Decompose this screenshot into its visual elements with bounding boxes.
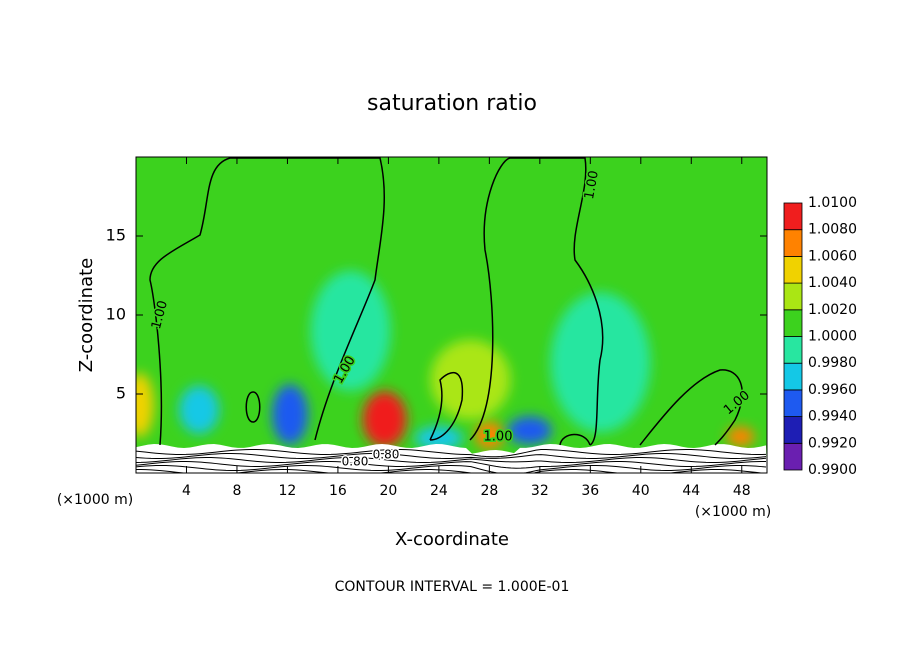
y-axis-label: Z-coordinate: [76, 258, 97, 373]
x-tick-label: 12: [279, 483, 297, 499]
x-tick-label: 24: [430, 483, 448, 499]
x-tick-label: 28: [480, 483, 498, 499]
colorbar-label: 0.9900: [808, 462, 857, 478]
contour-line: [559, 433, 591, 446]
terrain-line: [136, 456, 767, 463]
footnote: CONTOUR INTERVAL = 1.000E-01: [335, 579, 570, 595]
colorbar-swatch: [783, 309, 803, 337]
contour-label: 1.00: [484, 430, 513, 445]
colorbar-label: 1.0020: [808, 302, 857, 318]
x-tick-label: 16: [329, 483, 347, 499]
terrain-line: [136, 464, 767, 473]
x-tick-label: 8: [232, 483, 241, 499]
field-background: [136, 157, 767, 473]
colorbar-label: 0.9980: [808, 355, 857, 371]
x-tick-label: 32: [531, 483, 549, 499]
field-anomaly: [726, 426, 755, 447]
plot-area: 1.001.001.001.001.000.80 0.80: [136, 157, 767, 473]
y-tick-label: 15: [106, 226, 126, 245]
contour-line: [149, 157, 386, 446]
x-tick-label: 36: [581, 483, 599, 499]
colorbar-label: 1.0100: [808, 195, 857, 211]
x-tick-label: 4: [182, 483, 191, 499]
contour-line: [469, 157, 604, 446]
y-unit: (×1000 m): [57, 492, 133, 508]
colorbar-swatch: [783, 282, 803, 311]
contour-line: [429, 371, 464, 441]
field-anomaly: [271, 384, 308, 445]
field-anomaly: [507, 416, 552, 445]
terrain-line: [136, 448, 767, 458]
colorbar-swatch: [783, 255, 803, 284]
x-unit: (×1000 m): [695, 504, 771, 520]
contour-line: [639, 369, 743, 446]
contour-label: 0.80: [342, 455, 369, 469]
colorbar-label: 1.0080: [808, 222, 857, 238]
contour-label: 0.80: [373, 448, 400, 462]
colorbar-swatch: [783, 336, 803, 364]
colorbar-swatch: [783, 229, 803, 257]
x-tick-label: 20: [379, 483, 397, 499]
terrain-line: [136, 461, 767, 469]
colorbar-swatch: [783, 202, 803, 231]
x-tick-label: 40: [632, 483, 650, 499]
colorbar-swatch: [783, 442, 803, 471]
colorbar-label: 0.9920: [808, 435, 857, 451]
colorbar-swatch: [783, 416, 803, 444]
colorbar-swatch: [783, 389, 803, 417]
field-anomaly: [430, 339, 511, 420]
field-anomaly: [179, 385, 220, 434]
field-anomaly: [475, 421, 504, 450]
colorbar-label: 1.0060: [808, 248, 857, 264]
colorbar-swatch: [783, 362, 803, 391]
x-tick-label: 44: [682, 483, 700, 499]
field-anomaly: [136, 373, 154, 438]
colorbar-label: 0.9940: [808, 409, 857, 425]
terrain-line: [136, 453, 767, 460]
x-tick-label: 48: [733, 483, 751, 499]
colorbar-label: 1.0040: [808, 275, 857, 291]
contour-line: [245, 391, 261, 423]
y-tick-label: 5: [116, 384, 126, 403]
field-anomaly: [362, 391, 407, 448]
contour-label: 1.00: [582, 169, 602, 200]
colorbar-label: 0.9960: [808, 382, 857, 398]
x-axis-label: X-coordinate: [395, 529, 509, 550]
chart-title: saturation ratio: [367, 91, 537, 116]
field-anomaly: [310, 270, 391, 391]
colorbar-label: 1.0000: [808, 329, 857, 345]
y-tick-label: 10: [106, 305, 126, 324]
